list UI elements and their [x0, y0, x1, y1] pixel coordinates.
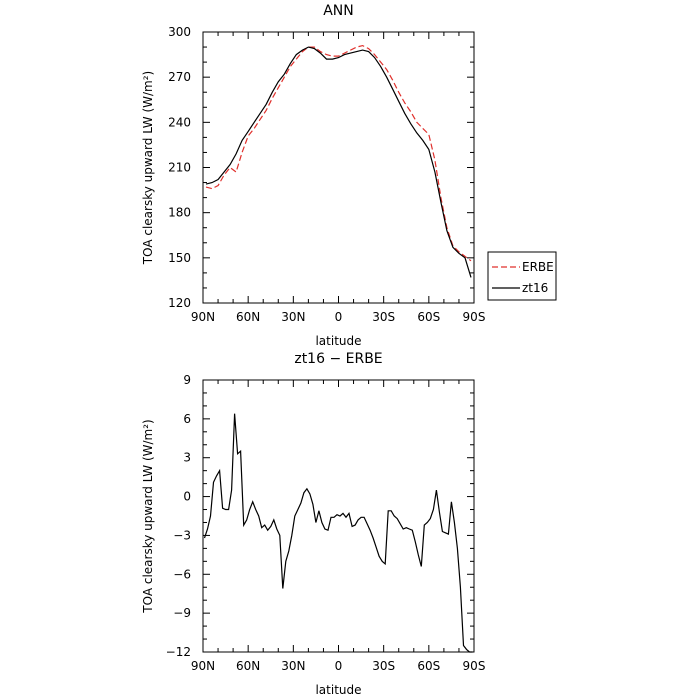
x-tick-label: 90N: [191, 659, 215, 673]
series-line-0: [203, 413, 473, 653]
legend-label: zt16: [522, 281, 548, 295]
y-tick-label: 210: [168, 161, 191, 175]
x-tick-label: 60S: [417, 310, 440, 324]
series-line-1: [205, 46, 472, 278]
x-tick-label: 30N: [281, 659, 305, 673]
y-tick-label: −12: [166, 645, 191, 659]
y-tick-label: 0: [183, 490, 191, 504]
y-tick-label: 6: [183, 412, 191, 426]
y-tick-label: −9: [173, 606, 191, 620]
legend-box: [487, 251, 557, 301]
y-tick-label: 150: [168, 251, 191, 265]
y-tick-label: 240: [168, 115, 191, 129]
y-tick-label: 180: [168, 206, 191, 220]
top-y-ticks: 120 150 180 210 240 270 300: [168, 25, 474, 310]
x-tick-label: 30S: [372, 310, 395, 324]
series-line-0: [205, 44, 472, 262]
y-tick-label: 120: [168, 296, 191, 310]
bottom-x-axis-label: latitude: [315, 683, 361, 697]
x-tick-label: 60N: [236, 659, 260, 673]
x-tick-label: 30S: [372, 659, 395, 673]
x-tick-label: 90S: [463, 310, 486, 324]
legend: ERBE zt16: [487, 251, 557, 301]
top-chart: ANN 90N 60N 30N 0 30S 60S 90S 120 150 180 210 240 2…: [141, 3, 557, 348]
top-x-ticks: 90N 60N 30N 0 30S 60S 90S: [191, 32, 486, 324]
y-tick-label: −6: [173, 567, 191, 581]
x-tick-label: 30N: [281, 310, 305, 324]
x-tick-label: 60N: [236, 310, 260, 324]
bottom-x-ticks: 90N 60N 30N 0 30S 60S 90S: [191, 380, 486, 673]
top-series-lines: [205, 44, 472, 278]
top-y-axis-label: TOA clearsky upward LW (W/m²): [141, 71, 155, 265]
y-tick-label: 3: [183, 451, 191, 465]
y-tick-label: 9: [183, 373, 191, 387]
x-tick-label: 60S: [417, 659, 440, 673]
x-tick-label: 90N: [191, 310, 215, 324]
y-tick-label: −3: [173, 528, 191, 542]
bottom-y-ticks: −12 −9 −6 −3 0 3 6 9: [166, 373, 474, 659]
bottom-series-lines: [203, 413, 473, 653]
top-x-axis-label: latitude: [315, 334, 361, 348]
x-tick-label: 0: [335, 659, 343, 673]
x-tick-label: 90S: [463, 659, 486, 673]
bottom-y-axis-label: TOA clearsky upward LW (W/m²): [141, 419, 155, 613]
top-chart-title: ANN: [323, 3, 354, 19]
y-tick-label: 300: [168, 25, 191, 39]
y-tick-label: 270: [168, 70, 191, 84]
legend-label: ERBE: [522, 260, 554, 274]
bottom-chart: zt16 − ERBE 90N 60N 30N 0 30S 60S 90S −12−9−6−…: [141, 351, 485, 697]
bottom-chart-title: zt16 − ERBE: [294, 351, 382, 367]
x-tick-label: 0: [335, 310, 343, 324]
